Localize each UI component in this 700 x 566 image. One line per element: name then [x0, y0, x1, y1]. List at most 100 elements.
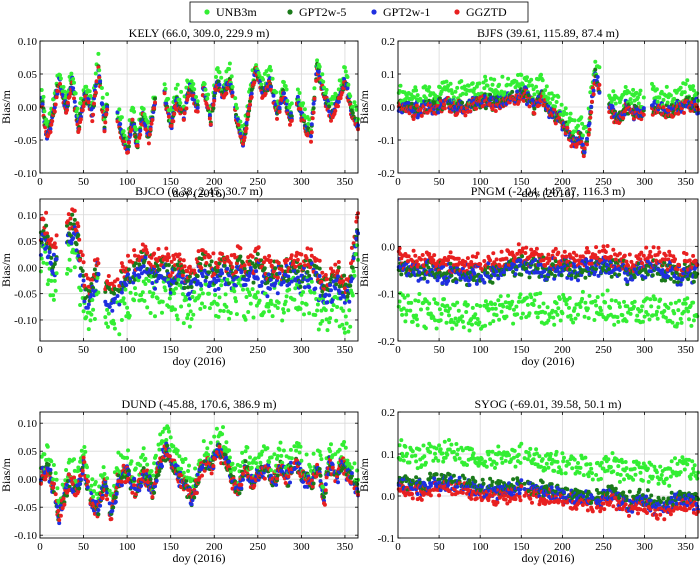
point-unb3m: [93, 71, 98, 76]
point-unb3m: [343, 69, 348, 74]
point-gpt2w5: [273, 266, 278, 271]
point-unb3m: [276, 300, 281, 305]
point-gpt2w1: [281, 280, 286, 284]
point-gpt2w5: [311, 106, 316, 111]
point-ggztd: [329, 118, 333, 123]
point-ggztd: [288, 122, 292, 127]
point-ggztd: [122, 139, 127, 144]
point-unb3m: [342, 326, 347, 331]
point-unb3m: [439, 311, 444, 316]
point-unb3m: [403, 319, 408, 324]
point-unb3m: [122, 133, 127, 138]
y-tick-label: -0.05: [14, 289, 37, 301]
point-gpt2w5: [45, 234, 50, 239]
point-ggztd: [148, 127, 153, 132]
point-unb3m: [496, 298, 501, 303]
point-ggztd: [44, 210, 49, 215]
point-unb3m: [216, 314, 221, 319]
point-unb3m: [423, 96, 428, 101]
point-gpt2w5: [195, 274, 200, 279]
point-unb3m: [491, 319, 496, 324]
point-unb3m: [148, 311, 153, 315]
point-ggztd: [48, 130, 53, 134]
point-ggztd: [268, 258, 273, 263]
point-unb3m: [423, 326, 428, 331]
point-unb3m: [325, 328, 330, 333]
point-ggztd: [263, 91, 268, 96]
point-unb3m: [580, 289, 585, 294]
point-ggztd: [164, 246, 169, 251]
point-unb3m: [312, 290, 317, 295]
y-axis-label: Bias/m: [357, 89, 371, 124]
point-unb3m: [668, 93, 673, 98]
point-ggztd: [52, 109, 57, 114]
point-ggztd: [601, 244, 606, 249]
point-gpt2w1: [71, 86, 76, 91]
point-unb3m: [215, 66, 220, 71]
point-unb3m: [560, 311, 565, 316]
point-ggztd: [77, 127, 82, 132]
y-tick-label: -0.10: [14, 168, 37, 180]
legend-label-gpt2w5: GPT2w-5: [299, 5, 346, 19]
point-unb3m: [568, 111, 573, 116]
point-unb3m: [572, 118, 577, 123]
point-ggztd: [153, 100, 157, 105]
point-gpt2w5: [182, 285, 187, 290]
legend-marker-gpt2w1: [371, 9, 377, 15]
point-ggztd: [414, 259, 419, 264]
point-unb3m: [143, 282, 148, 286]
point-gpt2w5: [520, 254, 525, 259]
point-ggztd: [166, 114, 171, 119]
point-unb3m: [313, 313, 318, 317]
legend-marker-unb3m: [204, 9, 210, 15]
point-ggztd: [310, 116, 315, 121]
point-ggztd: [225, 255, 230, 259]
legend-marker-ggztd: [454, 9, 460, 15]
point-unb3m: [464, 92, 469, 96]
point-ggztd: [275, 116, 279, 121]
point-unb3m: [518, 292, 523, 297]
point-ggztd: [553, 246, 558, 251]
point-gpt2w1: [268, 286, 272, 291]
point-unb3m: [546, 318, 551, 323]
point-unb3m: [315, 58, 320, 63]
point-unb3m: [551, 315, 556, 320]
point-ggztd: [137, 135, 142, 140]
point-unb3m: [470, 81, 475, 86]
point-unb3m: [87, 89, 92, 94]
point-unb3m: [579, 115, 584, 120]
point-ggztd: [411, 248, 416, 253]
point-unb3m: [61, 85, 66, 89]
point-gpt2w1: [260, 280, 265, 285]
point-ggztd: [204, 261, 209, 265]
point-unb3m: [691, 84, 696, 89]
point-unb3m: [248, 301, 253, 306]
point-unb3m: [557, 297, 562, 301]
point-gpt2w1: [81, 278, 86, 283]
point-unb3m: [546, 96, 551, 101]
point-unb3m: [203, 87, 208, 92]
y-tick-label: 0.00: [18, 262, 38, 274]
point-ggztd: [589, 110, 594, 115]
point-unb3m: [206, 92, 211, 97]
point-unb3m: [69, 71, 74, 76]
point-ggztd: [661, 105, 666, 110]
point-ggztd: [177, 252, 182, 257]
point-unb3m: [163, 86, 168, 91]
point-gpt2w5: [186, 285, 191, 290]
point-unb3m: [348, 94, 353, 99]
point-unb3m: [97, 68, 102, 73]
point-unb3m: [285, 99, 290, 103]
point-unb3m: [238, 119, 243, 124]
point-ggztd: [102, 129, 107, 134]
point-gpt2w1: [117, 302, 122, 307]
point-unb3m: [304, 302, 309, 307]
point-gpt2w5: [527, 275, 532, 280]
point-gpt2w5: [251, 280, 256, 285]
point-unb3m: [90, 298, 95, 302]
point-gpt2w1: [482, 280, 487, 285]
point-unb3m: [189, 317, 194, 321]
point-ggztd: [247, 106, 252, 111]
point-unb3m: [410, 319, 415, 324]
